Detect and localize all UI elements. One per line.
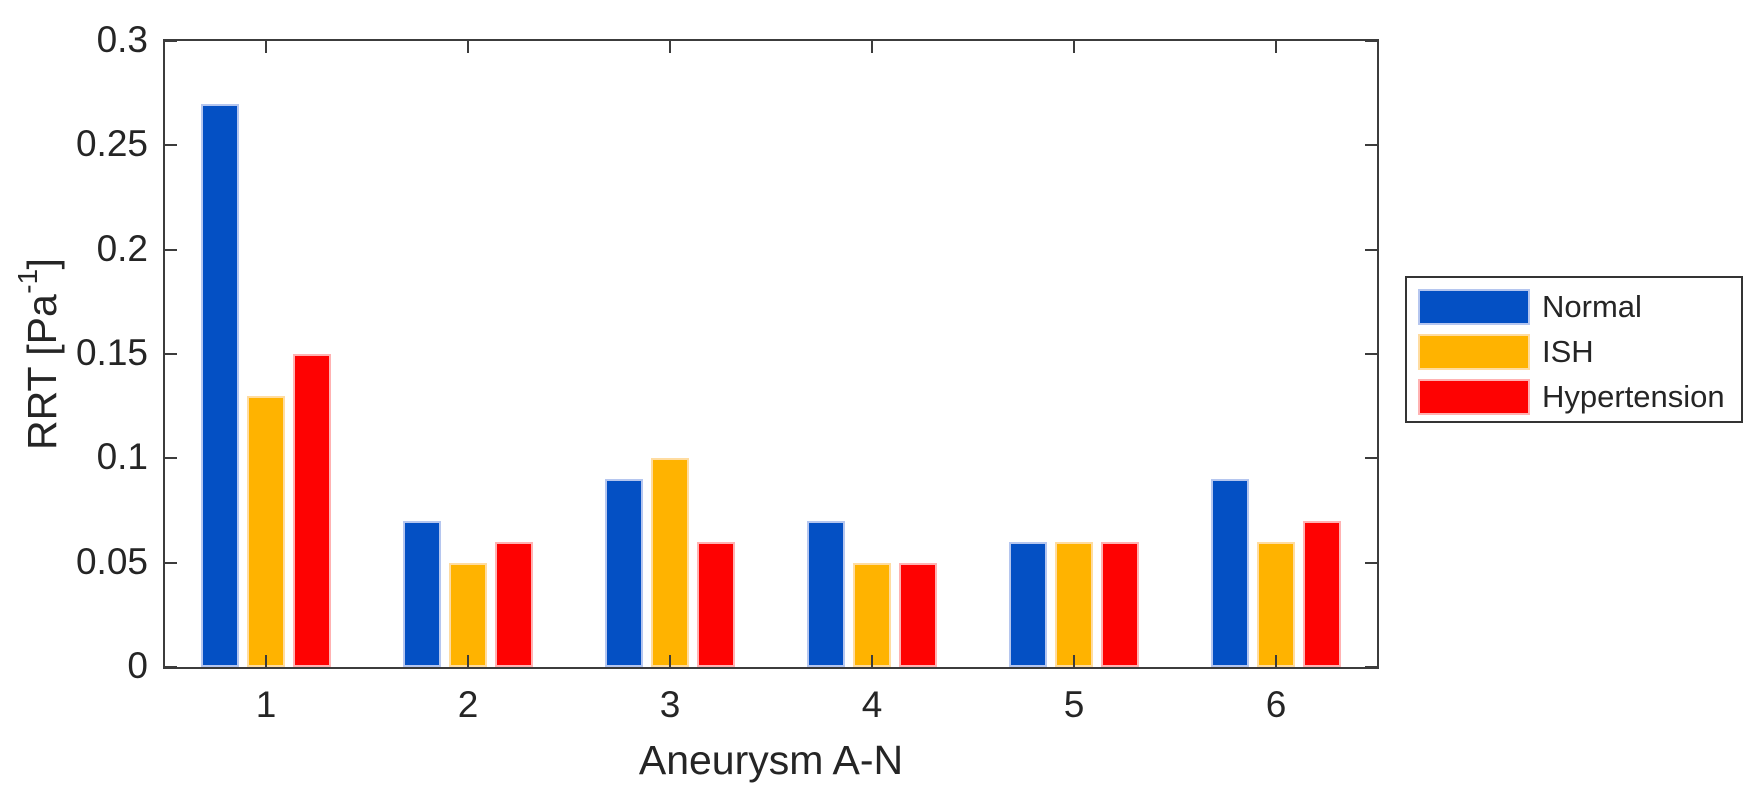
bar-hypertension-group-6 — [1303, 521, 1341, 667]
x-tick-top — [467, 41, 469, 53]
y-tick-left — [165, 353, 177, 355]
x-tick-top — [265, 41, 267, 53]
x-tick-bottom — [467, 655, 469, 667]
bar-normal-group-3 — [605, 479, 643, 667]
legend: Normal ISH Hypertension — [1405, 276, 1743, 423]
x-tick-top — [1275, 41, 1277, 53]
x-tick-label: 2 — [457, 684, 479, 725]
y-tick-label: 0.2 — [96, 228, 148, 270]
legend-row-normal: Normal — [1418, 289, 1741, 325]
y-tick-right — [1365, 249, 1377, 251]
x-tick-top — [669, 41, 671, 53]
legend-swatch-ish — [1418, 334, 1530, 370]
x-tick-bottom — [669, 655, 671, 667]
x-tick-bottom — [1073, 655, 1075, 667]
bar-normal-group-5 — [1009, 542, 1047, 667]
legend-label-hypertension: Hypertension — [1542, 379, 1725, 414]
y-tick-label: 0.15 — [75, 332, 148, 374]
bar-ish-group-2 — [449, 563, 487, 667]
y-axis-label-superscript: -1 — [12, 268, 43, 294]
x-tick-bottom — [1275, 655, 1277, 667]
y-tick-left — [165, 457, 177, 459]
x-tick-label: 3 — [659, 684, 681, 725]
legend-swatch-normal — [1418, 289, 1530, 325]
y-tick-right — [1365, 144, 1377, 146]
y-tick-label: 0.3 — [96, 19, 148, 61]
legend-swatch-hypertension — [1418, 379, 1530, 415]
x-tick-bottom — [265, 655, 267, 667]
x-tick-label: 1 — [255, 684, 277, 725]
bar-hypertension-group-4 — [899, 563, 937, 667]
bar-ish-group-6 — [1257, 542, 1295, 667]
x-tick-label: 4 — [861, 684, 883, 725]
y-tick-left — [165, 249, 177, 251]
bar-ish-group-3 — [651, 458, 689, 667]
y-tick-left — [165, 40, 177, 42]
y-tick-left — [165, 144, 177, 146]
bar-normal-group-1 — [201, 104, 239, 667]
y-tick-right — [1365, 40, 1377, 42]
x-tick-label: 6 — [1265, 684, 1287, 725]
bar-normal-group-6 — [1211, 479, 1249, 667]
x-tick-bottom — [871, 655, 873, 667]
bar-hypertension-group-5 — [1101, 542, 1139, 667]
bar-normal-group-2 — [403, 521, 441, 667]
legend-row-hypertension: Hypertension — [1418, 379, 1741, 415]
bar-normal-group-4 — [807, 521, 845, 667]
bar-hypertension-group-1 — [293, 354, 331, 667]
plot-area — [163, 39, 1379, 669]
x-tick-label: 5 — [1063, 684, 1085, 725]
legend-row-ish: ISH — [1418, 334, 1741, 370]
bar-ish-group-4 — [853, 563, 891, 667]
y-tick-left — [165, 562, 177, 564]
y-tick-right — [1365, 457, 1377, 459]
y-tick-right — [1365, 353, 1377, 355]
x-tick-top — [1073, 41, 1075, 53]
y-tick-label: 0.1 — [96, 436, 148, 478]
y-tick-right — [1365, 562, 1377, 564]
y-tick-label: 0.05 — [75, 541, 148, 583]
y-tick-right — [1365, 666, 1377, 668]
legend-label-ish: ISH — [1542, 334, 1594, 369]
x-axis-label: Aneurysm A-N — [638, 737, 904, 783]
bar-hypertension-group-3 — [697, 542, 735, 667]
y-tick-label: 0 — [127, 645, 148, 687]
legend-label-normal: Normal — [1542, 289, 1642, 324]
bar-hypertension-group-2 — [495, 542, 533, 667]
y-tick-label: 0.25 — [75, 123, 148, 165]
bar-ish-group-5 — [1055, 542, 1093, 667]
y-tick-left — [165, 666, 177, 668]
bar-ish-group-1 — [247, 396, 285, 667]
x-tick-top — [871, 41, 873, 53]
